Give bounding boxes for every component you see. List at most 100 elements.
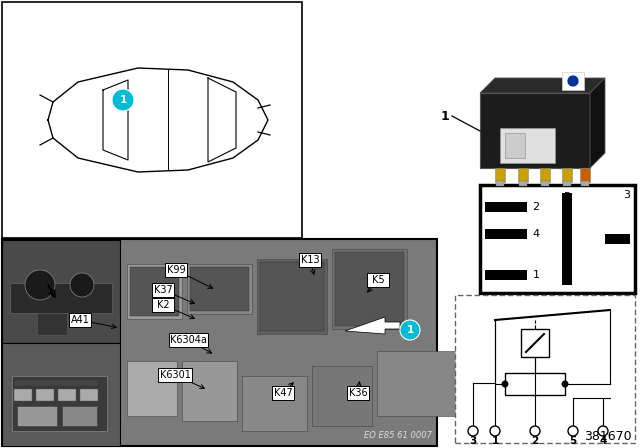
Circle shape — [112, 89, 134, 111]
Bar — [37, 313, 67, 335]
Text: 1: 1 — [492, 436, 499, 446]
Text: K6301: K6301 — [159, 370, 191, 380]
Text: 3: 3 — [623, 190, 630, 200]
Bar — [14, 380, 99, 386]
Bar — [480, 93, 590, 168]
Circle shape — [468, 426, 478, 436]
Bar — [519, 181, 527, 186]
Bar — [260, 262, 324, 331]
Bar — [496, 181, 504, 186]
Bar — [2, 343, 120, 446]
Text: 1: 1 — [440, 109, 449, 122]
Bar — [347, 386, 369, 400]
Bar — [367, 273, 389, 287]
Polygon shape — [345, 317, 400, 334]
Text: A41: A41 — [70, 315, 90, 325]
Bar — [332, 249, 407, 329]
Bar — [17, 406, 57, 426]
Bar — [580, 168, 590, 182]
Bar — [168, 333, 207, 347]
Bar — [152, 298, 174, 312]
Bar — [158, 368, 192, 382]
Circle shape — [502, 380, 509, 388]
Text: K2: K2 — [157, 300, 170, 310]
Circle shape — [70, 273, 94, 297]
Bar — [540, 168, 550, 182]
Circle shape — [25, 270, 55, 300]
Bar — [518, 168, 528, 182]
Bar — [440, 68, 635, 183]
Bar — [562, 193, 572, 285]
Bar — [505, 373, 565, 395]
Text: K47: K47 — [274, 388, 292, 398]
Bar — [505, 133, 525, 158]
Bar — [190, 267, 249, 311]
Bar — [562, 168, 572, 182]
Bar — [455, 295, 635, 443]
Text: EO E85 61 0007: EO E85 61 0007 — [364, 431, 432, 440]
Bar — [485, 270, 527, 280]
Bar — [485, 202, 527, 212]
Text: K99: K99 — [166, 265, 186, 275]
Bar — [605, 234, 630, 244]
Bar — [187, 264, 252, 314]
Text: K5: K5 — [372, 275, 384, 285]
Bar — [36, 389, 54, 401]
Bar — [62, 406, 97, 426]
Circle shape — [490, 426, 500, 436]
Bar — [563, 181, 571, 186]
Bar — [152, 283, 174, 297]
Text: 2: 2 — [531, 436, 539, 446]
Circle shape — [598, 426, 608, 436]
Polygon shape — [590, 78, 605, 168]
Text: 1: 1 — [406, 325, 413, 335]
Bar — [581, 181, 589, 186]
Bar — [12, 376, 107, 431]
Circle shape — [568, 426, 578, 436]
Text: 1: 1 — [532, 270, 540, 280]
Bar — [299, 253, 321, 267]
Bar — [377, 351, 457, 416]
Text: K13: K13 — [301, 255, 319, 265]
Text: 5: 5 — [563, 192, 570, 202]
Circle shape — [567, 75, 579, 87]
Bar — [14, 389, 32, 401]
Bar — [495, 168, 505, 182]
Bar — [164, 263, 188, 277]
Bar — [541, 181, 549, 186]
Circle shape — [530, 426, 540, 436]
Bar — [521, 329, 549, 357]
Bar — [562, 72, 584, 90]
Bar — [80, 389, 98, 401]
Bar — [2, 239, 437, 446]
Bar — [480, 185, 635, 293]
Bar — [500, 128, 555, 163]
Text: K36: K36 — [349, 388, 367, 398]
Text: 3: 3 — [469, 436, 477, 446]
Circle shape — [400, 320, 420, 340]
Text: 1: 1 — [120, 95, 127, 105]
Bar — [335, 252, 404, 326]
Bar — [485, 229, 527, 239]
Bar — [127, 361, 177, 416]
Bar — [10, 283, 112, 313]
Text: 4: 4 — [599, 436, 607, 446]
Bar — [242, 376, 307, 431]
Text: 4: 4 — [532, 229, 540, 239]
Text: 381670: 381670 — [584, 430, 632, 443]
Text: K6304a: K6304a — [170, 335, 207, 345]
Bar — [2, 2, 302, 238]
Bar — [272, 386, 294, 400]
Text: 5: 5 — [570, 436, 577, 446]
Bar — [130, 267, 179, 316]
Polygon shape — [480, 78, 605, 93]
Bar — [312, 366, 372, 426]
Bar — [58, 389, 76, 401]
Text: 2: 2 — [532, 202, 540, 212]
Bar — [68, 313, 92, 327]
Bar — [257, 259, 327, 334]
Text: K37: K37 — [154, 285, 172, 295]
Bar — [182, 361, 237, 421]
Bar — [127, 264, 182, 319]
Bar — [2, 240, 120, 343]
